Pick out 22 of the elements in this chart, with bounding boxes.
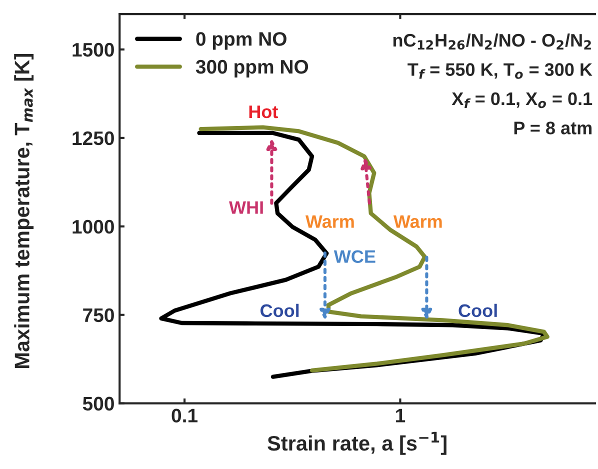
legend-label: 300 ppm NO [196, 60, 308, 78]
annotation: Warm [305, 215, 354, 228]
x-axis-title: Strain rate, a [s$^{−1}$] [268, 432, 446, 455]
x-tick-label: 1 [396, 408, 406, 422]
annotation: Cool [458, 304, 497, 318]
text: nC$_{12}$H$_{26}$/N$_{2}$/NO - O$_{2}$/N$_{2}$ [393, 33, 591, 50]
x-tick-label: 0.1 [172, 408, 198, 422]
legend-label: 0 ppm NO [196, 32, 286, 50]
y-tick-label: 1500 [72, 42, 114, 57]
annotation: X$_{f}$ = 0.1, X$_{o}$ = 0.1 [452, 92, 592, 108]
annotation: WHI [229, 201, 263, 214]
y-tick-label: 750 [83, 308, 114, 322]
y-tick-label: 1000 [72, 220, 114, 234]
y-tick-label: 1250 [72, 131, 114, 146]
annotation: Cool [260, 304, 299, 318]
annotation: T$_{f}$ = 550 K, T$_{o}$ = 300 K [408, 63, 592, 79]
y-axis-title: Maximum temperature, T$_{max}$ [K] [14, 54, 34, 368]
annotation: Hot [249, 106, 278, 118]
annotation: Warm [393, 215, 442, 228]
annotation: WCE [334, 250, 376, 263]
annotation: P = 8 atm [514, 122, 592, 134]
y-tick-label: 500 [82, 396, 114, 411]
